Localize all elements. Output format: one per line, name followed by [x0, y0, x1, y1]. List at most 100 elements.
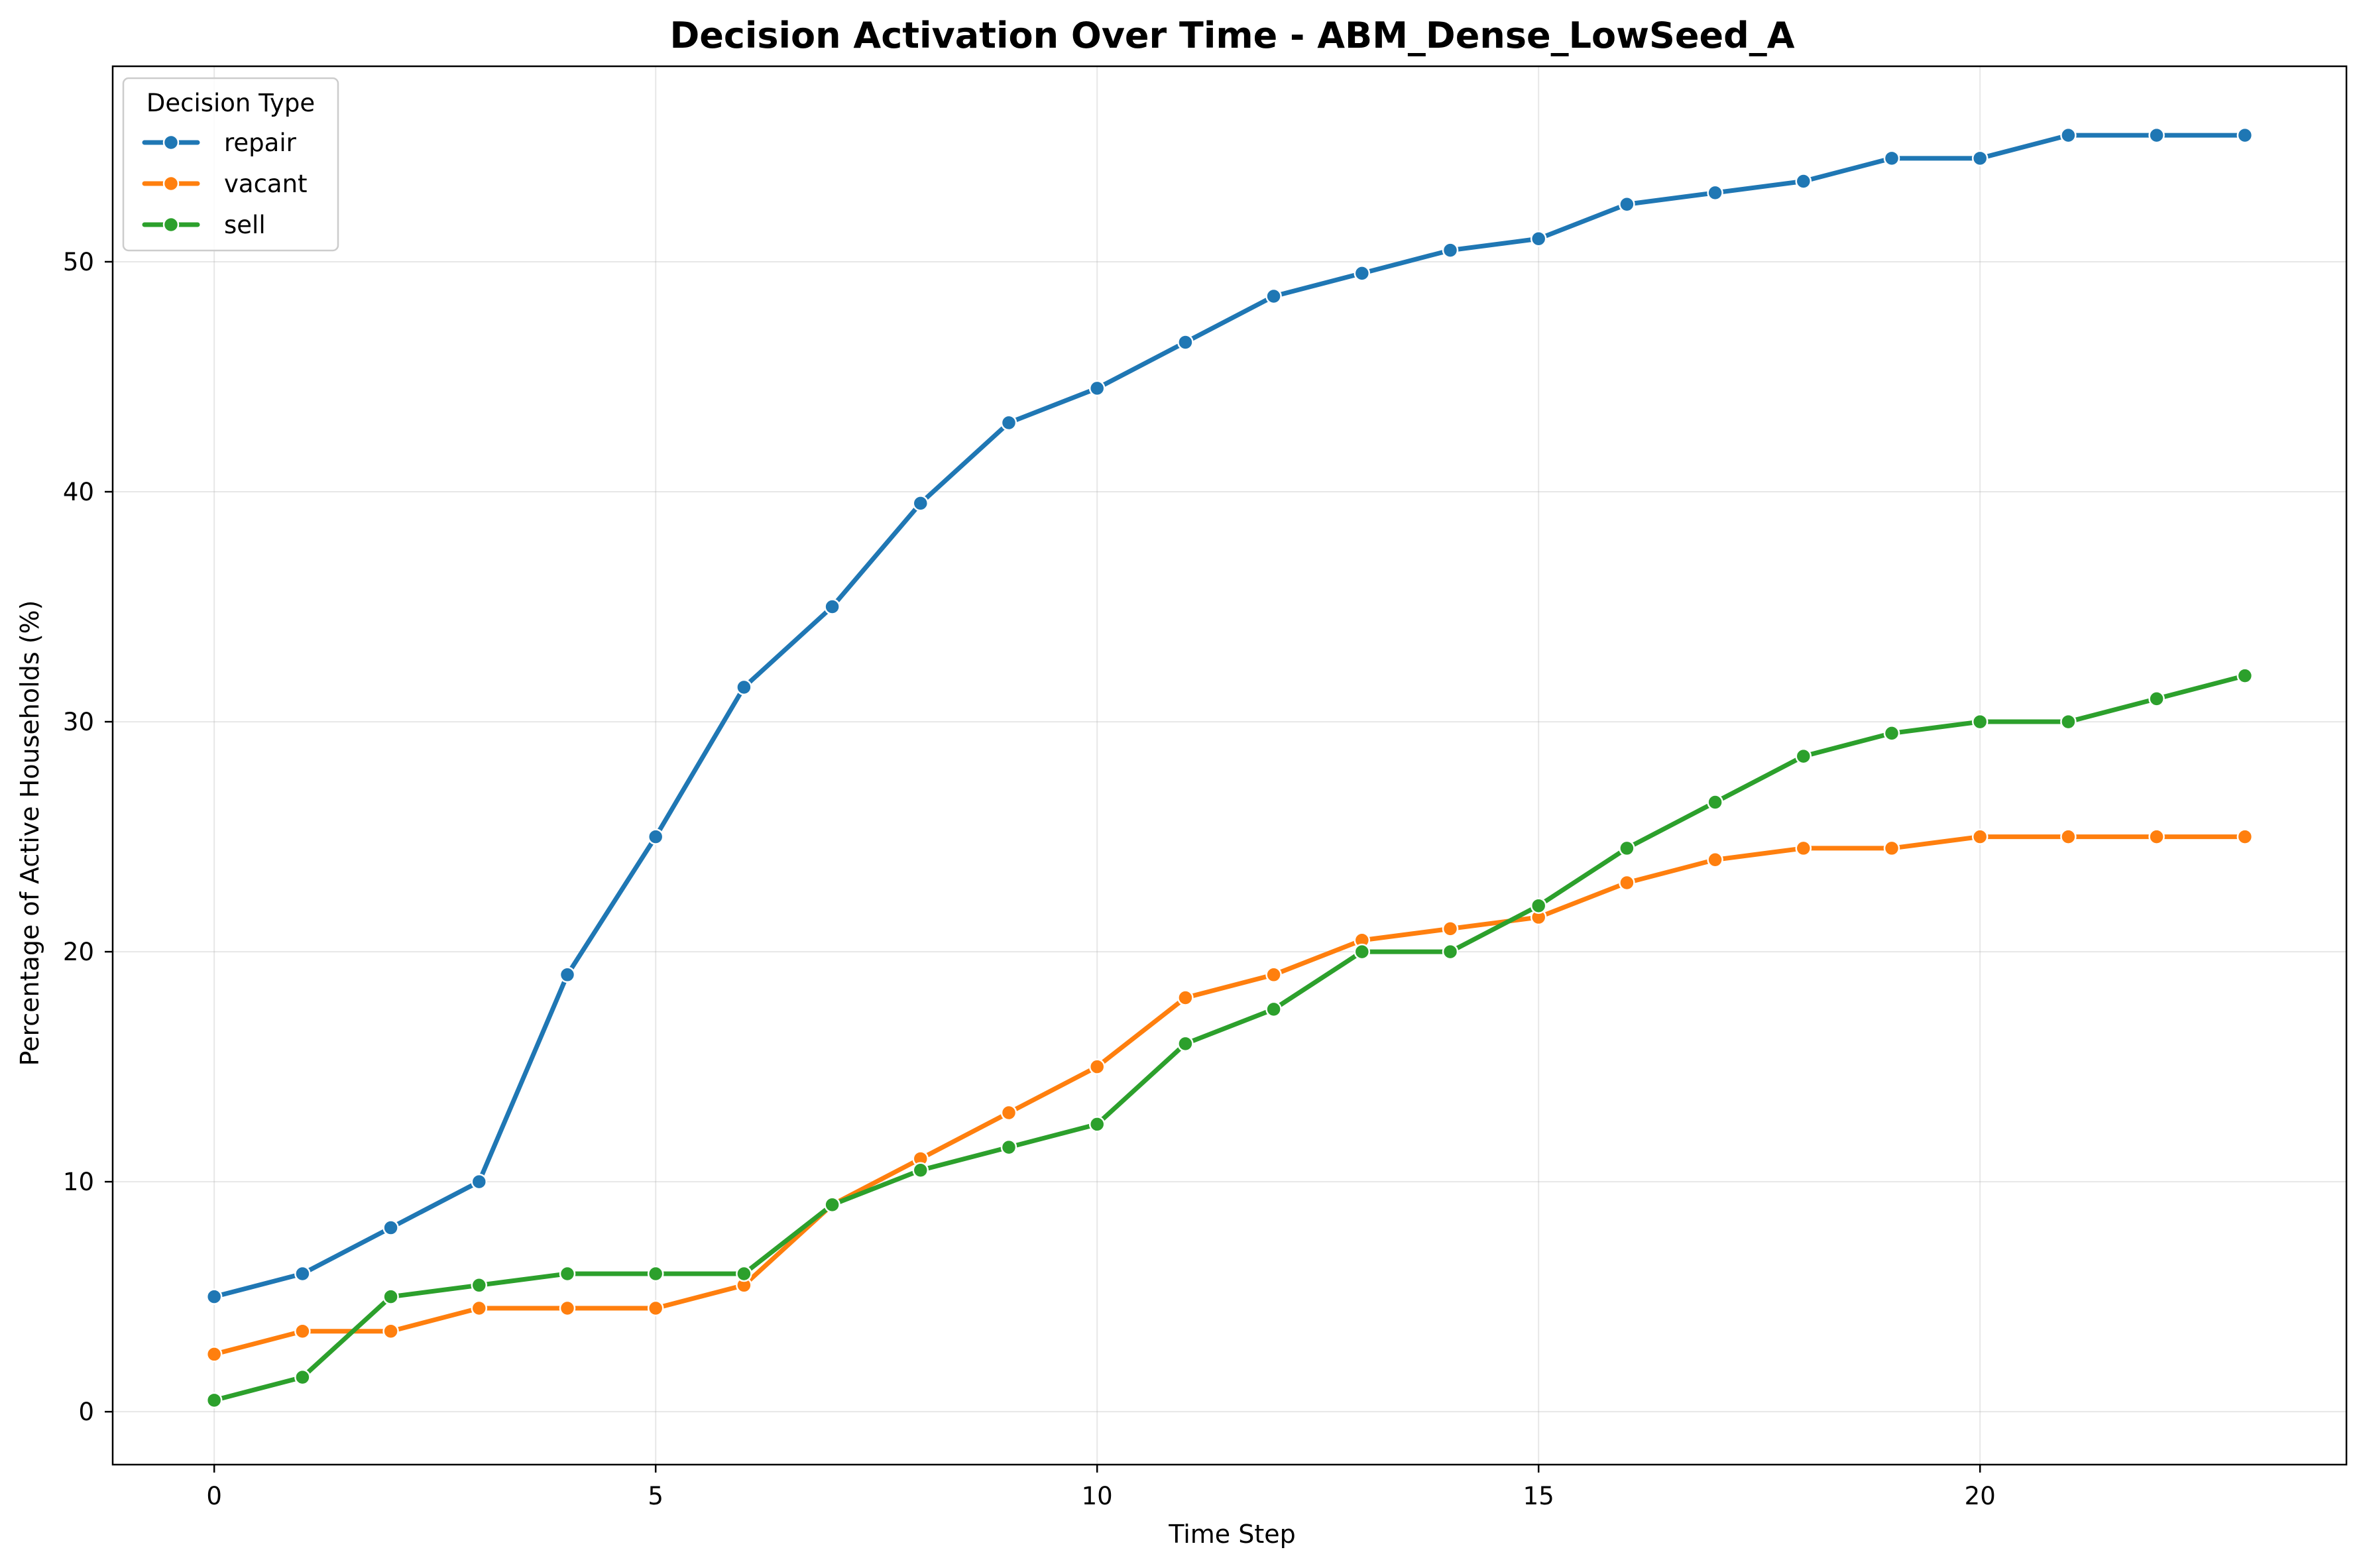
series-line-vacant	[211, 834, 2248, 1357]
data-point-repair	[1971, 150, 1989, 167]
y-tick-label: 20	[63, 938, 94, 966]
data-point-repair	[1707, 184, 1723, 201]
series-line-sell	[211, 673, 2248, 1403]
legend: Decision Type repair vacant sell	[122, 77, 339, 252]
data-point-repair	[912, 495, 929, 512]
data-point-sell	[1088, 1116, 1106, 1133]
series-layer	[205, 127, 2254, 1409]
data-point-vacant	[1177, 989, 1194, 1006]
data-point-sell	[2060, 713, 2077, 730]
data-point-sell	[1883, 725, 1900, 742]
plot-frame	[111, 65, 2348, 1466]
data-point-sell	[824, 1196, 840, 1213]
data-point-sell	[1530, 897, 1547, 914]
data-point-sell	[1265, 1001, 1282, 1018]
data-point-repair	[647, 828, 664, 845]
x-tick-label: 0	[206, 1482, 222, 1510]
data-point-sell	[1707, 794, 1723, 811]
data-point-vacant	[1971, 828, 1989, 845]
data-point-vacant	[1883, 840, 1900, 857]
data-point-sell	[1442, 943, 1459, 960]
data-point-repair	[1177, 334, 1194, 351]
chart-title: Decision Activation Over Time - ABM_Dens…	[669, 15, 1794, 56]
data-point-repair	[2148, 127, 2165, 144]
data-point-vacant	[205, 1346, 223, 1363]
data-point-vacant	[1619, 874, 1635, 891]
legend-marker-vacant	[162, 175, 180, 192]
y-axis-label: Percentage of Active Households (%)	[15, 600, 44, 1066]
data-point-vacant	[647, 1300, 664, 1317]
x-tick-label: 15	[1523, 1482, 1554, 1510]
data-point-sell	[736, 1265, 752, 1282]
data-point-vacant	[1000, 1104, 1017, 1121]
data-point-repair	[205, 1288, 223, 1305]
y-tick-label: 10	[63, 1168, 94, 1196]
data-point-sell	[1177, 1035, 1194, 1052]
data-point-sell	[1000, 1139, 1017, 1156]
legend-box	[122, 77, 339, 252]
data-point-repair	[824, 598, 840, 615]
data-point-vacant	[1442, 921, 1459, 937]
data-point-vacant	[1707, 852, 1723, 868]
axes: 0 5 10 15 20 0 10 20 30 40 50	[63, 65, 2348, 1510]
data-point-repair	[1088, 380, 1106, 397]
data-point-repair	[294, 1265, 311, 1282]
data-point-repair	[471, 1173, 488, 1190]
data-point-repair	[1000, 414, 1017, 431]
grid	[113, 66, 2346, 1465]
data-point-repair	[2236, 127, 2254, 144]
data-point-sell	[1971, 713, 1989, 730]
data-point-vacant	[471, 1300, 488, 1317]
legend-label-vacant: vacant	[224, 170, 308, 198]
data-point-sell	[382, 1288, 399, 1305]
data-point-repair	[1354, 265, 1371, 282]
x-tick-label: 10	[1082, 1482, 1113, 1510]
data-point-vacant	[1088, 1058, 1106, 1075]
data-point-sell	[2148, 691, 2165, 707]
legend-marker-sell	[162, 216, 180, 233]
data-point-sell	[1795, 748, 1812, 765]
data-point-vacant	[2148, 828, 2165, 845]
data-point-vacant	[2236, 828, 2254, 845]
data-point-sell	[2236, 667, 2254, 684]
legend-label-sell: sell	[224, 211, 266, 239]
x-tick-label: 20	[1965, 1482, 1996, 1510]
legend-marker-repair	[162, 134, 180, 151]
data-point-sell	[1354, 943, 1371, 960]
data-point-repair	[736, 679, 752, 696]
legend-items: repair vacant sell	[142, 129, 308, 239]
y-tick-label: 0	[78, 1398, 94, 1426]
legend-title: Decision Type	[146, 89, 315, 117]
data-point-repair	[2060, 127, 2077, 144]
data-point-repair	[1883, 150, 1900, 167]
data-point-repair	[1795, 173, 1812, 190]
data-point-sell	[559, 1265, 576, 1282]
data-point-vacant	[1795, 840, 1812, 857]
x-axis-label: Time Step	[1168, 1520, 1296, 1549]
data-point-sell	[647, 1265, 664, 1282]
x-tick-label: 5	[648, 1482, 663, 1510]
data-point-sell	[294, 1369, 311, 1386]
data-point-repair	[1530, 231, 1547, 247]
data-point-repair	[382, 1219, 399, 1236]
data-point-vacant	[294, 1323, 311, 1339]
data-point-vacant	[1265, 966, 1282, 983]
data-point-vacant	[559, 1300, 576, 1317]
legend-label-repair: repair	[224, 129, 297, 157]
y-tick-label: 50	[63, 248, 94, 276]
series-line-repair	[211, 133, 2248, 1300]
data-point-sell	[912, 1162, 929, 1179]
data-point-repair	[1442, 242, 1459, 258]
y-tick-label: 40	[63, 478, 94, 506]
data-point-sell	[471, 1277, 488, 1294]
data-point-sell	[205, 1392, 223, 1409]
data-point-repair	[1619, 196, 1635, 213]
data-point-repair	[559, 966, 576, 983]
y-tick-label: 30	[63, 708, 94, 736]
data-point-sell	[1619, 840, 1635, 857]
data-point-vacant	[382, 1323, 399, 1339]
data-point-vacant	[2060, 828, 2077, 845]
data-point-repair	[1265, 288, 1282, 305]
